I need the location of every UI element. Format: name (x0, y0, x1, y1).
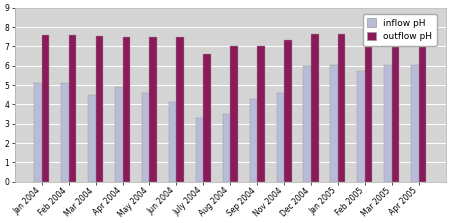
Bar (303, 66, 311, 182)
Bar (311, 34, 319, 182)
Bar (203, 54, 211, 182)
Bar (357, 72, 365, 182)
Bar (338, 34, 346, 182)
Bar (149, 37, 157, 182)
Bar (196, 118, 203, 182)
Bar (230, 46, 238, 182)
Bar (330, 65, 338, 182)
Bar (88, 95, 95, 182)
Bar (61, 83, 69, 182)
Bar (284, 39, 292, 182)
Bar (418, 21, 426, 182)
Bar (95, 36, 103, 182)
Bar (411, 65, 418, 182)
Bar (392, 31, 399, 182)
Legend: inflow pH, outflow pH: inflow pH, outflow pH (363, 14, 437, 46)
Bar (384, 65, 392, 182)
Bar (277, 93, 284, 182)
Bar (365, 34, 373, 182)
Bar (42, 35, 50, 182)
Bar (176, 37, 184, 182)
Bar (122, 37, 130, 182)
Bar (142, 93, 149, 182)
Bar (115, 87, 122, 182)
Bar (257, 46, 265, 182)
Bar (250, 99, 257, 182)
Bar (34, 83, 42, 182)
Bar (169, 102, 176, 182)
Bar (69, 35, 76, 182)
Bar (223, 114, 230, 182)
